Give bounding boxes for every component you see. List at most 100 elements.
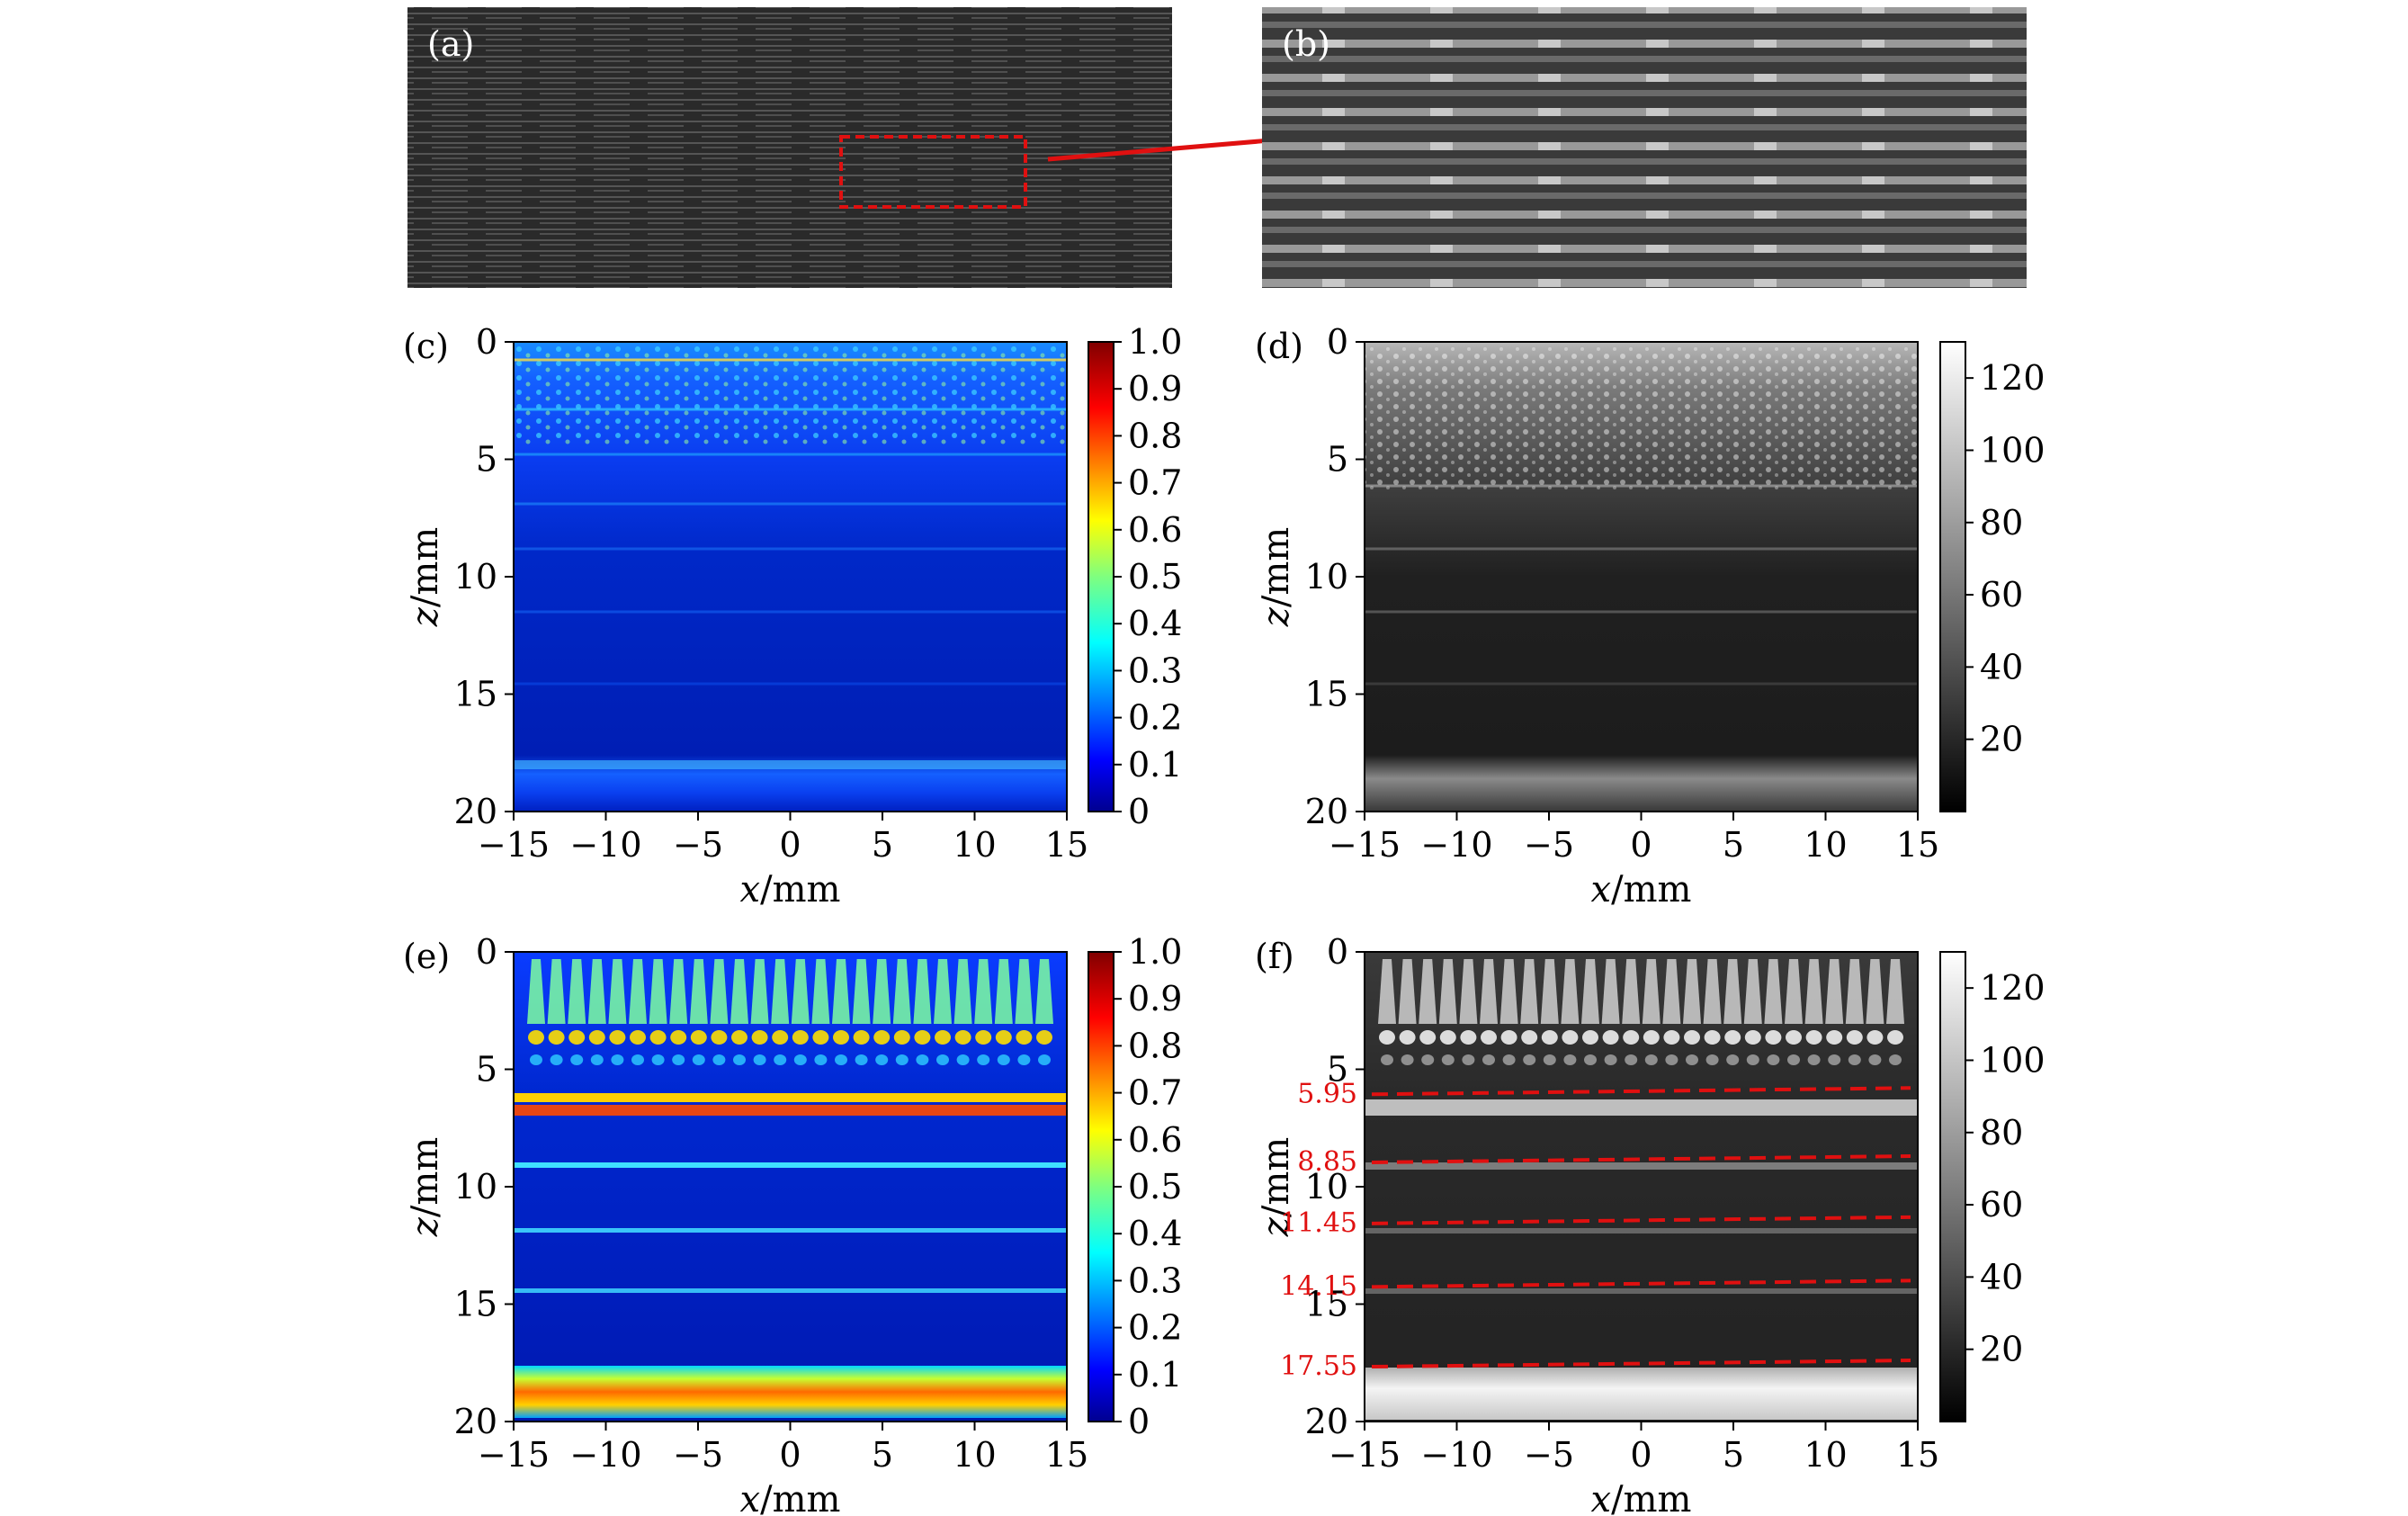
y-tick-label: 5: [476, 440, 497, 480]
x-tick-label: −5: [1524, 825, 1574, 865]
panel-d: (d): [1255, 327, 1919, 812]
colorbar-c: [1088, 341, 1114, 812]
panel-a: (a): [407, 7, 1172, 288]
x-tick-label: 0: [779, 1435, 801, 1475]
axes-layer: −15 −10 −5 0 5 10 15 0 5 10 15 20 x/mm z/mm 1.0 0.9 0.8 0…: [405, 322, 2045, 1516]
interface-label: 8.85: [1297, 1146, 1357, 1178]
y-axis-label: z/mm: [405, 1137, 446, 1237]
y-axis-label: z/mm: [405, 527, 446, 627]
heatmap-c-bands: [514, 358, 1067, 769]
colorbar-e: [1088, 951, 1114, 1422]
y-tick-label: 20: [454, 792, 497, 831]
x-tick-label: −5: [673, 825, 723, 865]
photo-zoom: [1262, 7, 2027, 288]
heatmap-f-cones: [1378, 959, 1904, 1065]
colorbar-tick-label: 0.2: [1128, 1308, 1182, 1348]
colorbar-tick-label: 0.4: [1128, 604, 1182, 643]
x-tick-label: 0: [1630, 825, 1652, 865]
interface-line: [1371, 1215, 1911, 1225]
x-tick-label: 5: [1723, 825, 1744, 865]
x-tick-label: −10: [1420, 825, 1492, 865]
y-tick-label: 15: [454, 675, 497, 714]
colorbar-f: [1939, 951, 1966, 1422]
axes-f: −15 −10 −5 0 5 10 15 0 5 10 15 20 x/mm z/mm 120 100 80 60…: [1256, 932, 2045, 1516]
colorbar-tick-label: 80: [1980, 1113, 2023, 1153]
y-tick-label: 20: [454, 1402, 497, 1441]
axes-d: −15 −10 −5 0 5 10 15 0 5 10 15 20 x/mm z/mm 120 100 80 60…: [1256, 322, 2045, 910]
heatmap-e-cones: [527, 959, 1053, 1065]
panel-label-f: (f): [1255, 937, 1294, 976]
x-tick-label: 5: [872, 1435, 893, 1475]
colorbar-tick-label: 0.7: [1128, 463, 1182, 503]
x-tick-label: −15: [478, 1435, 550, 1475]
y-tick-label: 10: [454, 557, 497, 597]
heatmap-e: [514, 952, 1067, 1422]
x-tick-label: 15: [1896, 1435, 1939, 1475]
colorbar-tick-label: 120: [1980, 968, 2045, 1008]
heatmap-d-texture: [1365, 346, 1918, 490]
colorbar-tick-label: 0.9: [1128, 369, 1182, 408]
colorbar-tick-label: 0.8: [1128, 1026, 1182, 1065]
y-tick-label: 15: [1305, 675, 1348, 714]
y-tick-label: 20: [1305, 1402, 1348, 1441]
y-tick-label: 10: [1305, 1167, 1348, 1207]
interface-label: 11.45: [1280, 1207, 1357, 1239]
interface-line: [1371, 1359, 1911, 1369]
x-axis-label: x/mm: [740, 869, 841, 910]
colorbar-tick-label: 0.8: [1128, 416, 1182, 455]
heatmap-f: [1365, 952, 1918, 1422]
heatmap-c-texture: [514, 346, 1067, 445]
interface-label: 14.15: [1280, 1270, 1357, 1302]
y-tick-label: 10: [454, 1167, 497, 1207]
y-tick-label: 15: [1305, 1285, 1348, 1324]
y-tick-label: 5: [1327, 440, 1348, 480]
photo-overview: [407, 7, 1172, 288]
x-tick-label: 10: [1804, 825, 1847, 865]
y-tick-label: 0: [476, 322, 497, 362]
interface-label: 5.95: [1297, 1078, 1357, 1109]
x-axis-label: x/mm: [1591, 1479, 1692, 1516]
y-axis-label: z/mm: [1256, 527, 1297, 627]
x-tick-label: −15: [1329, 825, 1401, 865]
x-tick-label: −10: [569, 1435, 641, 1475]
y-tick-label: 15: [454, 1285, 497, 1324]
interface-lines: [1371, 1086, 1911, 1369]
x-tick-label: 15: [1045, 1435, 1088, 1475]
y-tick-label: 5: [1327, 1050, 1348, 1090]
colorbar-tick-label: 0.5: [1128, 557, 1182, 597]
interface-line: [1371, 1086, 1911, 1097]
panel-c: (c): [403, 327, 1068, 812]
panel-b: (b): [1262, 7, 2027, 288]
heatmap-d-bands: [1365, 484, 1918, 686]
colorbar-tick-label: 0.6: [1128, 1120, 1182, 1160]
x-tick-label: 0: [779, 825, 801, 865]
x-axis-label: x/mm: [740, 1479, 841, 1516]
panel-label-a: (a): [427, 24, 474, 64]
y-tick-label: 0: [1327, 322, 1348, 362]
x-tick-label: 15: [1896, 825, 1939, 865]
x-tick-label: 5: [872, 825, 893, 865]
x-tick-label: 5: [1723, 1435, 1744, 1475]
heatmap-e-bands: [514, 1093, 1067, 1418]
interface-line: [1371, 1153, 1911, 1164]
colorbar-tick-label: 40: [1980, 1257, 2023, 1296]
x-tick-label: −5: [1524, 1435, 1574, 1475]
colorbar-tick-label: 100: [1980, 1040, 2045, 1080]
x-tick-label: 0: [1630, 1435, 1652, 1475]
colorbar-tick-label: 0.1: [1128, 1355, 1182, 1395]
y-axis-label: z/mm: [1256, 1137, 1297, 1237]
colorbar-tick-label: 20: [1980, 1330, 2023, 1369]
y-tick-label: 10: [1305, 557, 1348, 597]
y-tick-label: 0: [476, 932, 497, 972]
colorbar-tick-label: 80: [1980, 503, 2023, 543]
zoom-region-box: [839, 135, 1027, 209]
x-axis-label: x/mm: [1591, 869, 1692, 910]
colorbar-tick-label: 1.0: [1128, 932, 1182, 972]
colorbar-tick-label: 40: [1980, 647, 2023, 686]
heatmap-f-bands: [1365, 1099, 1918, 1420]
colorbar-tick-label: 0.3: [1128, 1260, 1182, 1300]
x-tick-label: −5: [673, 1435, 723, 1475]
colorbar-tick-label: 0.4: [1128, 1214, 1182, 1253]
colorbar-tick-label: 0: [1128, 1402, 1150, 1441]
